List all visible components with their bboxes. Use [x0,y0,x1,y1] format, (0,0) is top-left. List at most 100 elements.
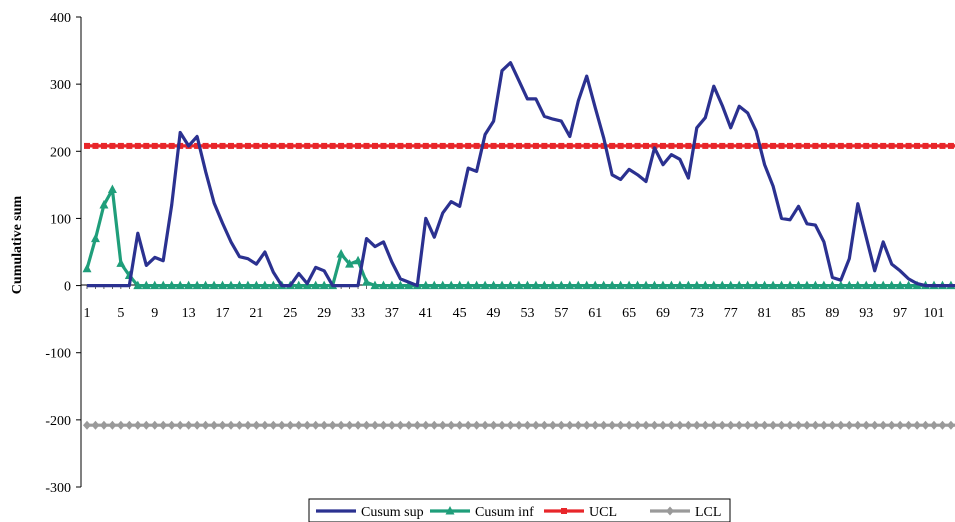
data-point-marker [353,255,363,265]
x-tick-label: 9 [151,306,158,321]
data-point-marker [446,280,456,290]
data-point-marker [531,420,540,430]
data-point-marker [769,420,778,430]
data-point-marker [413,420,422,430]
data-point-marker [201,420,210,430]
data-point-marker [236,142,243,149]
data-point-marker [582,420,591,430]
data-point-marker [734,280,744,290]
data-point-marker [633,420,642,430]
data-point-marker [473,142,480,149]
data-point-marker [260,280,270,290]
x-tick-label: 17 [216,306,230,321]
data-point-marker [895,280,905,290]
data-point-marker [234,280,244,290]
data-point-marker [404,420,413,430]
x-tick-label: 65 [622,306,636,321]
data-point-marker [853,420,862,430]
data-point-marker [812,142,819,149]
data-point-marker [810,280,820,290]
data-point-marker [820,142,827,149]
legend-label: Cusum sup [361,505,424,520]
data-point-marker [321,142,328,149]
data-point-marker [836,420,845,430]
data-point-marker [210,420,219,430]
data-point-marker [482,142,489,149]
data-point-marker [548,420,557,430]
data-point-marker [92,142,99,149]
data-point-marker [465,142,472,149]
data-point-marker [566,142,573,149]
data-point-marker [354,420,363,430]
data-point-marker [523,420,532,430]
data-point-marker [531,280,541,290]
data-point-marker [362,277,372,286]
data-point-marker [743,280,753,290]
data-point-marker [244,142,251,149]
y-tick-label: 100 [50,212,71,227]
x-tick-label: 61 [588,306,602,321]
x-tick-label: 101 [924,306,945,321]
data-point-marker [863,142,870,149]
data-point-marker [861,280,871,290]
data-point-marker [946,420,955,430]
data-point-marker [626,142,633,149]
data-point-marker [378,280,388,290]
data-point-marker [99,200,109,209]
x-tick-label: 5 [117,306,124,321]
data-point-marker [438,280,448,290]
data-point-marker [666,280,676,290]
data-point-marker [870,280,880,290]
data-point-marker [685,142,692,149]
data-point-marker [421,280,431,290]
data-point-marker [693,142,700,149]
data-point-marker [319,280,329,290]
data-point-marker [931,142,937,149]
y-tick-label: 0 [64,280,71,295]
data-point-marker [709,280,719,290]
data-point-marker [472,280,482,290]
data-point-marker [498,420,507,430]
data-point-marker [211,142,218,149]
data-point-marker [609,142,616,149]
x-tick-label: 41 [419,306,433,321]
legend-box [308,498,731,522]
data-point-marker [268,280,278,290]
data-point-marker [489,280,499,290]
data-point-marker [549,142,556,149]
data-point-marker [642,420,651,430]
data-point-marker [261,142,268,149]
data-point-marker [727,142,734,149]
data-point-marker [83,420,91,430]
data-point-marker [387,280,397,290]
x-tick-label: 97 [893,306,907,321]
x-axis: 1 5 9 13 17 21 25 29 33 37 41 45 49 53 57 61 65 69 73 77 81 8… [81,284,955,321]
data-point-marker [922,142,929,149]
data-point-marker [125,420,134,430]
data-point-marker [219,142,226,149]
data-point-marker [795,142,802,149]
data-point-marker [844,280,854,290]
data-point-marker [718,420,727,430]
legend-item: Cusum inf [430,505,534,520]
series-layer [82,61,955,430]
data-point-marker [751,280,761,290]
data-point-marker [616,280,626,290]
data-point-marker [481,420,490,430]
data-point-marker [447,420,456,430]
data-point-marker [802,420,811,430]
data-point-marker [793,280,803,290]
data-point-marker [590,280,600,290]
data-point-marker [539,280,549,290]
data-point-marker [226,280,236,290]
series-line [85,188,955,288]
data-point-marker [778,142,785,149]
y-tick-label: -200 [45,414,71,429]
data-point-marker [91,420,100,430]
data-point-marker [337,420,346,430]
data-point-marker [397,142,404,149]
data-point-marker [582,280,592,290]
data-point-marker [641,280,651,290]
data-point-marker [193,420,202,430]
data-point-marker [448,142,455,149]
